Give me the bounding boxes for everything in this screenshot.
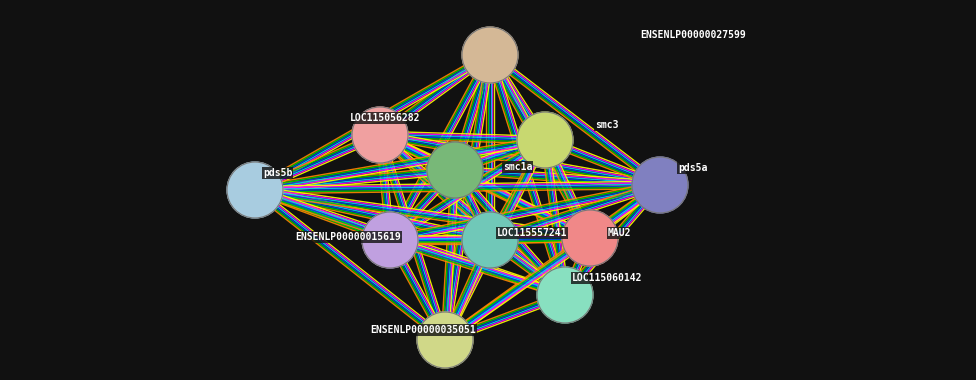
Text: pds5b: pds5b	[263, 168, 293, 178]
Text: LOC115060142: LOC115060142	[572, 273, 642, 283]
Text: ENSENLP00000035051: ENSENLP00000035051	[370, 325, 475, 335]
Circle shape	[462, 27, 518, 83]
Circle shape	[462, 212, 518, 268]
Text: ENSENLP00000027599: ENSENLP00000027599	[640, 30, 746, 40]
Circle shape	[227, 162, 283, 218]
Text: LOC115056282: LOC115056282	[349, 113, 421, 123]
Circle shape	[427, 142, 483, 198]
Text: ENSENLP00000015619: ENSENLP00000015619	[295, 232, 401, 242]
Text: LOC115557241: LOC115557241	[497, 228, 567, 238]
Circle shape	[562, 210, 618, 266]
Circle shape	[537, 267, 593, 323]
Text: MAU2: MAU2	[608, 228, 631, 238]
Circle shape	[632, 157, 688, 213]
Text: pds5a: pds5a	[678, 163, 708, 173]
Circle shape	[417, 312, 473, 368]
Circle shape	[362, 212, 418, 268]
Text: smc3: smc3	[595, 120, 619, 130]
Circle shape	[517, 112, 573, 168]
Circle shape	[352, 107, 408, 163]
Text: smc1a: smc1a	[503, 162, 532, 172]
